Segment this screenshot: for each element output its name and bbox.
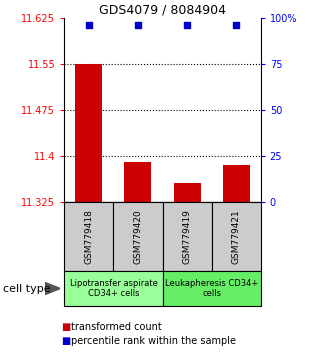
Bar [75,64,102,202]
FancyBboxPatch shape [114,202,162,271]
Text: ■: ■ [61,322,70,332]
Point [135,22,141,28]
Bar [223,165,250,202]
FancyBboxPatch shape [64,271,162,306]
Point [184,22,190,28]
Text: GSM779421: GSM779421 [232,209,241,264]
FancyBboxPatch shape [212,202,261,271]
Point [86,22,91,28]
Bar [124,162,151,202]
Text: transformed count: transformed count [71,322,162,332]
Text: Lipotransfer aspirate
CD34+ cells: Lipotransfer aspirate CD34+ cells [70,279,157,298]
Text: Leukapheresis CD34+
cells: Leukapheresis CD34+ cells [165,279,258,298]
FancyBboxPatch shape [162,202,212,271]
Text: percentile rank within the sample: percentile rank within the sample [71,336,236,346]
Point [234,22,239,28]
Text: GSM779419: GSM779419 [182,209,192,264]
FancyBboxPatch shape [64,202,114,271]
Text: GSM779420: GSM779420 [133,209,143,264]
Bar [174,183,201,202]
Text: cell type: cell type [3,284,51,293]
Text: GSM779418: GSM779418 [84,209,93,264]
Polygon shape [45,282,60,295]
Text: ■: ■ [61,336,70,346]
Title: GDS4079 / 8084904: GDS4079 / 8084904 [99,4,226,17]
FancyBboxPatch shape [162,271,261,306]
